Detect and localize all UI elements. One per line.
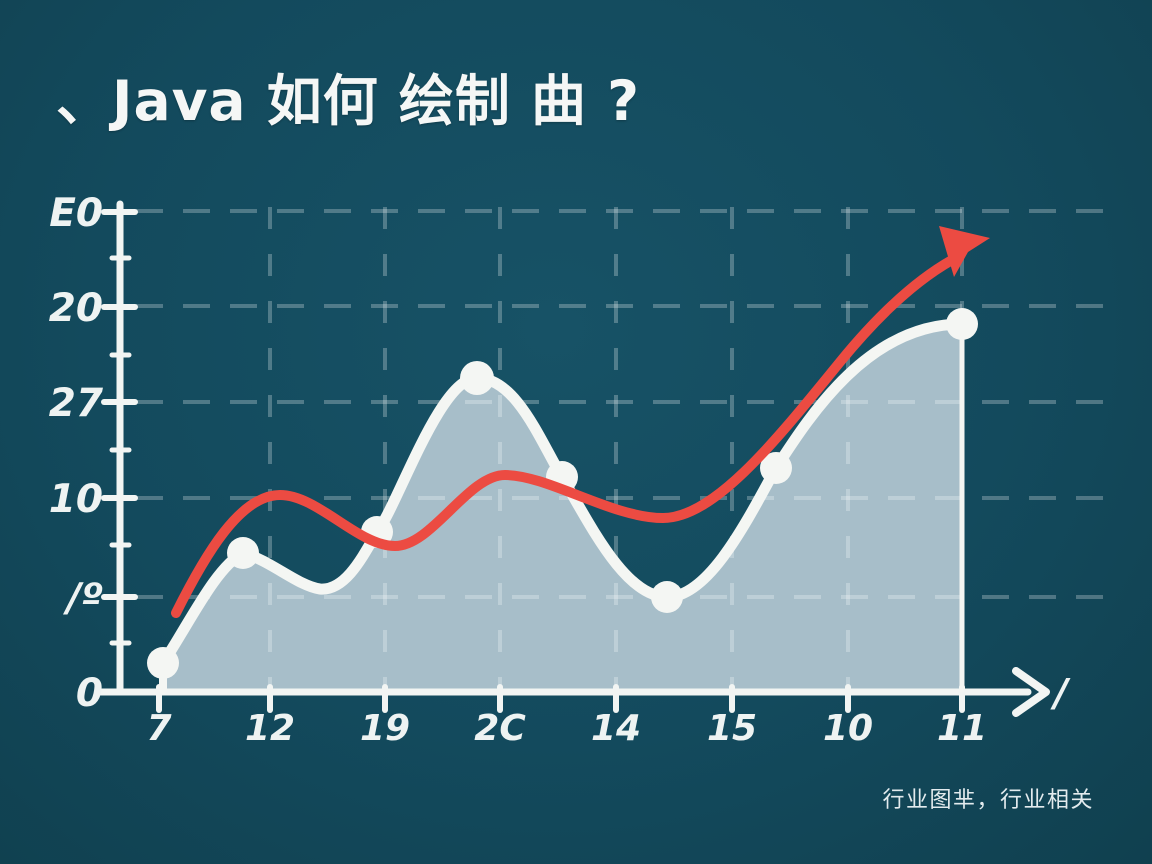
red-trend-series xyxy=(171,226,990,618)
x-tick-label: 15 xyxy=(707,708,757,749)
x-tick-label: 7 xyxy=(146,708,171,749)
red-trend-line xyxy=(171,255,957,618)
x-axis-arrow-icon xyxy=(1012,667,1050,717)
data-point xyxy=(147,647,179,679)
axis-ticks xyxy=(101,209,965,713)
x-tick-label: 10 xyxy=(823,708,873,749)
x-axis-end-label: / xyxy=(1050,671,1071,715)
y-tick-label: /º xyxy=(63,576,103,621)
y-tick-label: 27 xyxy=(49,381,104,426)
x-tick-label: 12 xyxy=(245,708,295,749)
footer-caption: 行业图芈，行业相关 xyxy=(882,788,1094,813)
x-tick-label: 11 xyxy=(937,708,987,749)
x-tick-label: 14 xyxy=(591,708,641,749)
y-tick-label: 10 xyxy=(49,477,103,522)
x-tick-label: 19 xyxy=(360,708,410,749)
data-point xyxy=(460,361,494,395)
x-tick-label: 2C xyxy=(474,708,526,749)
data-point xyxy=(227,537,259,569)
y-axis-labels: E0 20 27 10 /º 0 xyxy=(49,191,104,716)
red-arrowhead-icon xyxy=(939,226,990,277)
series-area-fill xyxy=(163,324,962,692)
data-point xyxy=(760,452,792,484)
data-point xyxy=(946,308,978,340)
y-tick-label: E0 xyxy=(49,191,103,236)
y-tick-label: 20 xyxy=(49,286,103,331)
data-point xyxy=(651,581,683,613)
y-tick-label: 0 xyxy=(76,671,103,716)
x-axis-labels: 7 12 19 2C 14 15 10 11 xyxy=(146,708,987,749)
chart-title: 、Java 如何 绘制 曲 ? xyxy=(56,69,641,133)
